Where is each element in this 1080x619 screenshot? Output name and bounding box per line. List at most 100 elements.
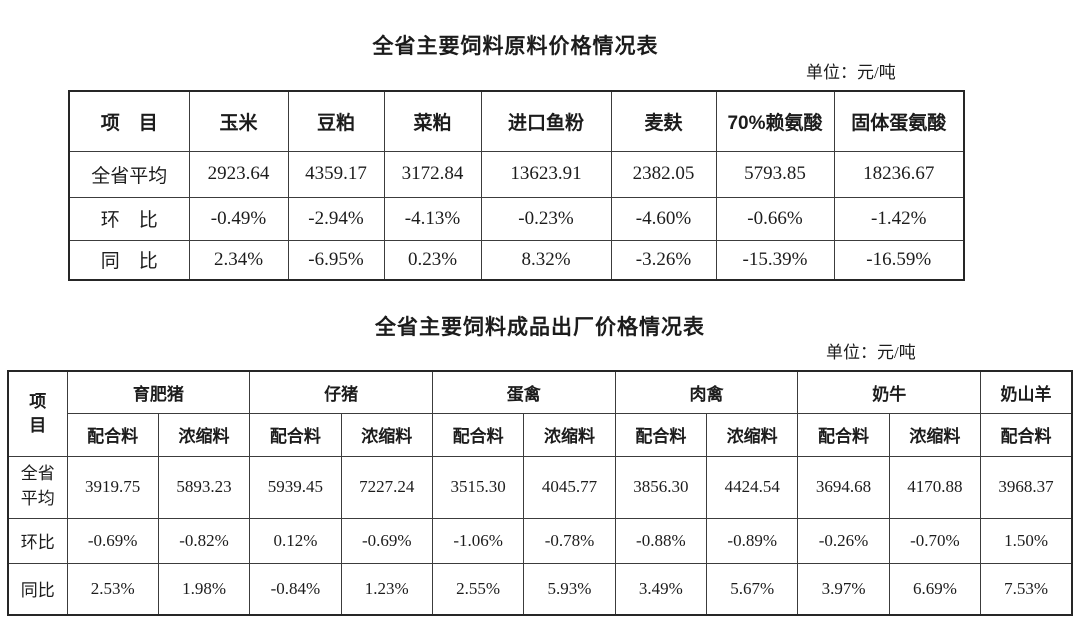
price-cell: 3856.30 (614, 455, 708, 519)
subheader-concentrate-feed: 浓缩料 (157, 412, 251, 457)
column-header-rapeseed-meal: 菜粕 (383, 90, 482, 152)
percent-cell: -15.39% (715, 239, 835, 281)
price-cell: 5793.85 (715, 150, 835, 198)
column-header-item: 项 目 (68, 90, 190, 152)
price-cell: 5893.23 (157, 455, 251, 519)
price-cell: 4170.88 (888, 455, 982, 519)
raw-material-unit-label: 单位：元/吨 (806, 63, 896, 82)
price-cell: 7227.24 (340, 455, 433, 519)
finished-product-price-table: 项目 育肥猪 仔猪 蛋禽 肉禽 奶牛 奶山羊 配合料 浓缩料 配合料 浓缩料 配… (7, 370, 1073, 616)
column-header-lysine: 70%赖氨酸 (715, 90, 835, 152)
raw-material-price-table: 项 目 玉米 豆粕 菜粕 进口鱼粉 麦麸 70%赖氨酸 固体蛋氨酸 全省平均 2… (68, 90, 965, 281)
percent-cell: 2.55% (431, 562, 525, 616)
percent-cell: -6.95% (287, 239, 385, 281)
corner-header-item: 项目 (7, 370, 68, 457)
price-cell: 5939.45 (249, 455, 342, 519)
row-label: 全省平均 (7, 455, 68, 519)
percent-cell: -4.13% (383, 196, 482, 241)
column-header-soybean-meal: 豆粕 (287, 90, 385, 152)
percent-cell: -0.89% (706, 517, 799, 564)
percent-cell: 7.53% (980, 562, 1073, 616)
price-cell: 3968.37 (980, 455, 1073, 519)
price-cell: 3172.84 (383, 150, 482, 198)
percent-cell: 0.12% (249, 517, 342, 564)
percent-cell: 3.97% (797, 562, 890, 616)
percent-cell: -0.66% (715, 196, 835, 241)
subheader-concentrate-feed: 浓缩料 (340, 412, 433, 457)
table-row-mom-change: 环 比 -0.49% -2.94% -4.13% -0.23% -4.60% -… (68, 196, 965, 241)
percent-cell: 1.23% (340, 562, 433, 616)
percent-cell: -16.59% (833, 239, 965, 281)
price-cell: 18236.67 (833, 150, 965, 198)
percent-cell: -0.84% (249, 562, 342, 616)
table-subheader-row: 配合料 浓缩料 配合料 浓缩料 配合料 浓缩料 配合料 浓缩料 配合料 浓缩料 … (8, 412, 1073, 457)
table-row-province-average: 全省平均 3919.75 5893.23 5939.45 7227.24 351… (7, 455, 1073, 519)
group-header-piglet: 仔猪 (249, 370, 433, 414)
row-label: 环比 (7, 517, 68, 564)
price-cell: 2923.64 (188, 150, 289, 198)
group-header-laying-poultry: 蛋禽 (431, 370, 616, 414)
percent-cell: -0.78% (523, 517, 616, 564)
row-label: 同比 (7, 562, 68, 616)
raw-material-table-title: 全省主要饲料原料价格情况表 (372, 35, 659, 58)
percent-cell: -0.82% (157, 517, 251, 564)
subheader-compound-feed: 配合料 (249, 412, 342, 457)
column-header-methionine: 固体蛋氨酸 (833, 90, 965, 152)
table-group-header-row: 项目 育肥猪 仔猪 蛋禽 肉禽 奶牛 奶山羊 (7, 370, 1073, 457)
price-cell: 4359.17 (287, 150, 385, 198)
column-header-wheat-bran: 麦麸 (610, 90, 717, 152)
percent-cell: -0.49% (188, 196, 289, 241)
percent-cell: 5.93% (523, 562, 616, 616)
group-header-fattening-pig: 育肥猪 (66, 370, 251, 414)
percent-cell: -3.26% (610, 239, 717, 281)
table-row-mom-change: 环比 -0.69% -0.82% 0.12% -0.69% -1.06% -0.… (7, 517, 1073, 564)
percent-cell: 3.49% (614, 562, 708, 616)
price-cell: 4424.54 (706, 455, 799, 519)
percent-cell: -0.69% (340, 517, 433, 564)
group-header-dairy-goat: 奶山羊 (980, 370, 1073, 414)
percent-cell: -1.42% (833, 196, 965, 241)
percent-cell: 1.98% (157, 562, 251, 616)
subheader-concentrate-feed: 浓缩料 (888, 412, 982, 457)
row-label: 同 比 (68, 239, 190, 281)
price-cell: 13623.91 (480, 150, 612, 198)
price-cell: 3919.75 (66, 455, 159, 519)
subheader-compound-feed: 配合料 (431, 412, 525, 457)
percent-cell: -2.94% (287, 196, 385, 241)
table-header-row: 项 目 玉米 豆粕 菜粕 进口鱼粉 麦麸 70%赖氨酸 固体蛋氨酸 (68, 90, 965, 152)
percent-cell: 0.23% (383, 239, 482, 281)
row-label: 全省平均 (68, 150, 190, 198)
row-label: 环 比 (68, 196, 190, 241)
finished-product-unit-label: 单位：元/吨 (826, 343, 916, 362)
subheader-concentrate-feed: 浓缩料 (523, 412, 616, 457)
percent-cell: -1.06% (431, 517, 525, 564)
finished-product-table-title: 全省主要饲料成品出厂价格情况表 (375, 316, 705, 339)
percent-cell: -0.23% (480, 196, 612, 241)
subheader-compound-feed: 配合料 (614, 412, 708, 457)
table-row-yoy-change: 同比 2.53% 1.98% -0.84% 1.23% 2.55% 5.93% … (7, 562, 1073, 616)
percent-cell: -0.26% (797, 517, 890, 564)
percent-cell: -0.70% (888, 517, 982, 564)
price-cell: 2382.05 (610, 150, 717, 198)
percent-cell: 2.34% (188, 239, 289, 281)
percent-cell: 8.32% (480, 239, 612, 281)
percent-cell: 6.69% (888, 562, 982, 616)
group-header-meat-poultry: 肉禽 (614, 370, 799, 414)
percent-cell: -0.88% (614, 517, 708, 564)
column-header-imported-fishmeal: 进口鱼粉 (480, 90, 612, 152)
subheader-concentrate-feed: 浓缩料 (706, 412, 799, 457)
subheader-compound-feed: 配合料 (980, 412, 1073, 457)
group-header-dairy-cow: 奶牛 (797, 370, 982, 414)
subheader-compound-feed: 配合料 (66, 412, 159, 457)
table-row-province-average: 全省平均 2923.64 4359.17 3172.84 13623.91 23… (68, 150, 965, 198)
percent-cell: -0.69% (66, 517, 159, 564)
price-cell: 4045.77 (523, 455, 616, 519)
percent-cell: 2.53% (66, 562, 159, 616)
column-header-corn: 玉米 (188, 90, 289, 152)
subheader-compound-feed: 配合料 (797, 412, 890, 457)
price-cell: 3515.30 (431, 455, 525, 519)
table-row-yoy-change: 同 比 2.34% -6.95% 0.23% 8.32% -3.26% -15.… (68, 239, 965, 281)
percent-cell: 5.67% (706, 562, 799, 616)
percent-cell: -4.60% (610, 196, 717, 241)
percent-cell: 1.50% (980, 517, 1073, 564)
